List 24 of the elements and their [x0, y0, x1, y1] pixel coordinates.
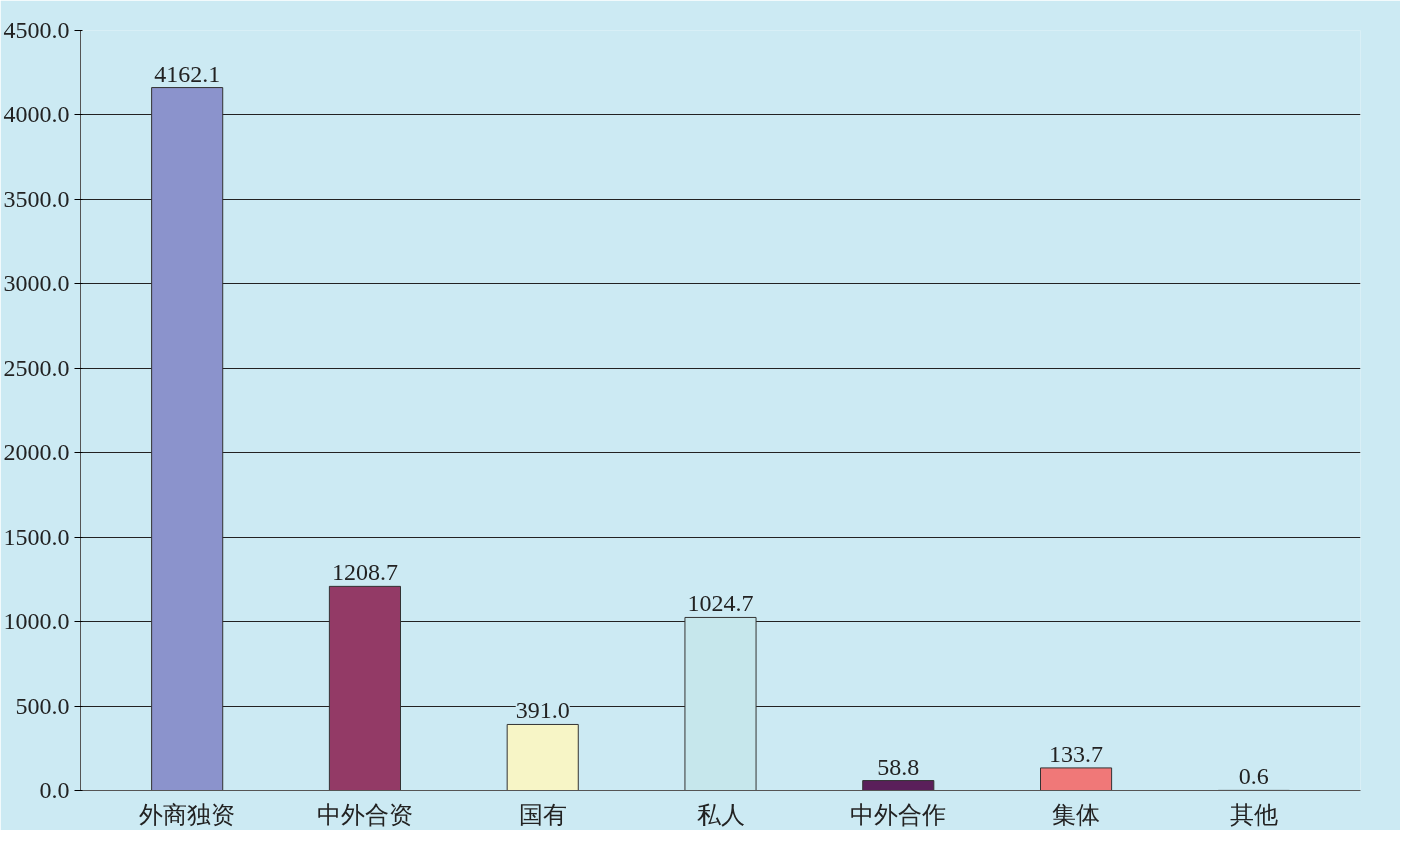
x-tick-label: 私人 [696, 801, 745, 828]
data-label: 133.7 [1049, 740, 1104, 767]
data-label: 0.6 [1238, 763, 1269, 790]
y-tick-label: 3000.0 [3, 270, 70, 297]
y-tick-label: 2500.0 [3, 354, 70, 381]
y-tick-label: 4000.0 [3, 101, 70, 128]
data-label: 1208.7 [331, 559, 398, 586]
data-label: 4162.1 [154, 60, 221, 87]
y-tick-label: 1000.0 [3, 608, 70, 635]
y-tick-label: 2000.0 [3, 439, 70, 466]
x-tick-label: 其他 [1229, 801, 1278, 828]
y-tick-label: 4500.0 [3, 17, 70, 43]
y-tick-label: 0.0 [39, 777, 70, 803]
x-tick-label: 中外合作 [850, 801, 947, 828]
x-tick-label: 外商独资 [139, 801, 236, 828]
data-label: 391.0 [515, 697, 570, 724]
data-label: 58.8 [877, 753, 920, 780]
y-tick-label: 500.0 [15, 692, 70, 719]
x-tick-label: 中外合资 [316, 801, 413, 828]
y-tick-label: 1500.0 [3, 523, 70, 550]
y-tick-label: 3500.0 [3, 185, 70, 212]
data-label: 1024.7 [687, 590, 754, 617]
x-tick-label: 国有 [518, 801, 567, 828]
x-tick-label: 集体 [1052, 801, 1101, 828]
